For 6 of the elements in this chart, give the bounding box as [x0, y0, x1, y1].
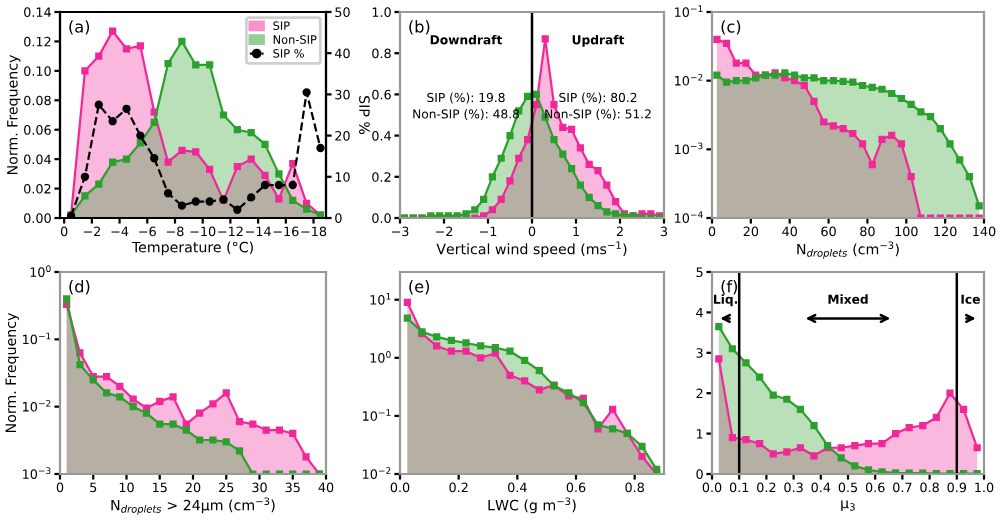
annotation: (c) — [721, 20, 741, 35]
annotation: (e) — [409, 280, 430, 295]
annotation: (d) — [69, 280, 90, 295]
annotation: (f) — [721, 280, 738, 295]
annotation: (a) — [69, 20, 90, 35]
annotation: (b) — [409, 20, 430, 35]
